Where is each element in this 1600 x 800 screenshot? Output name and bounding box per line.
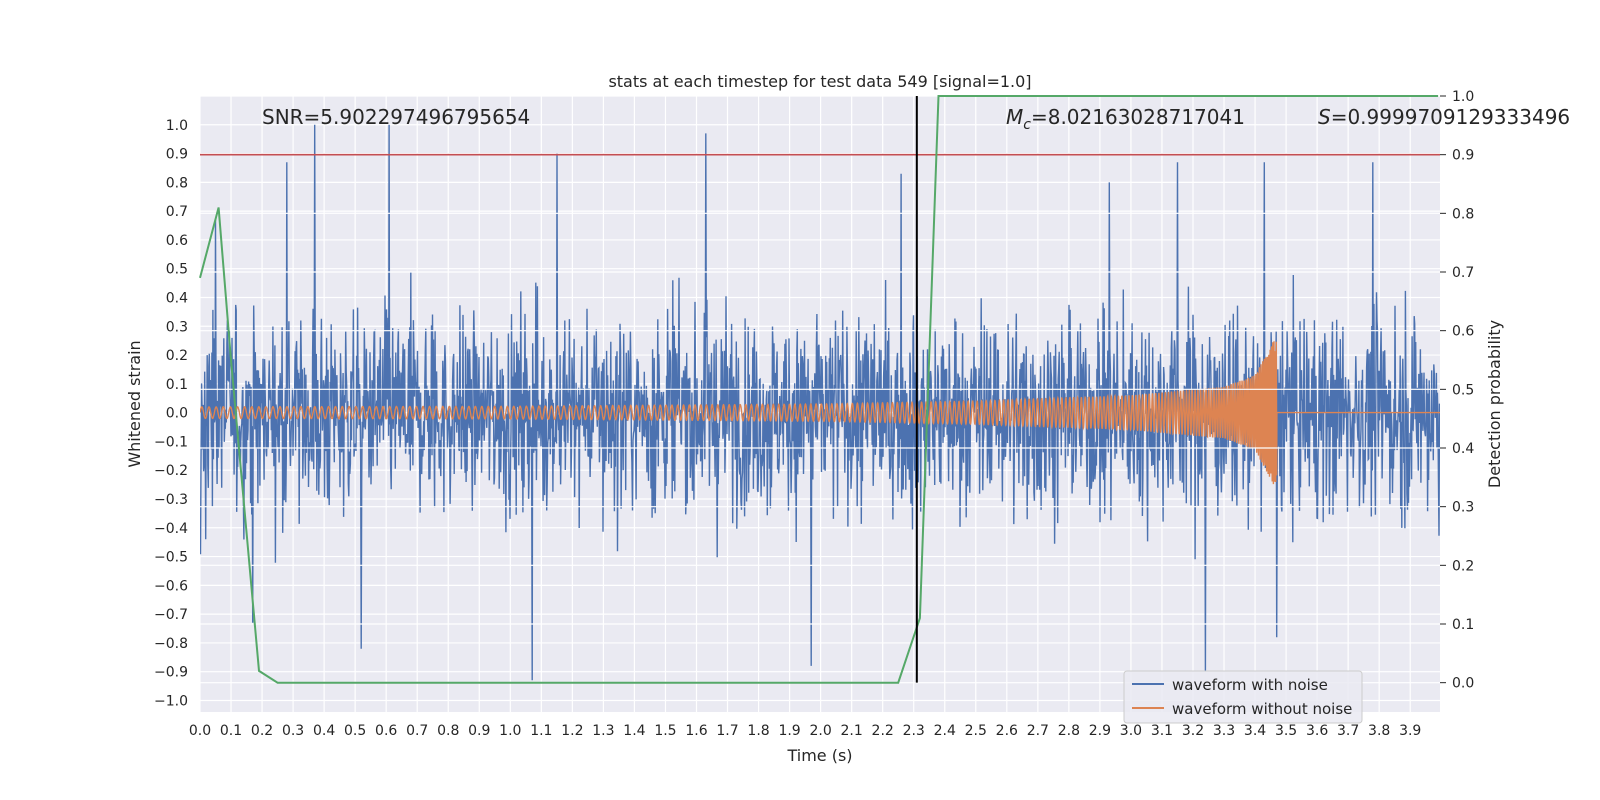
x-tick-label: 1.0 [499, 723, 521, 739]
legend-label-noisy: waveform with noise [1172, 676, 1328, 694]
x-tick-label: 3.9 [1399, 723, 1421, 739]
legend: waveform with noise waveform without noi… [1123, 670, 1363, 724]
x-tick-label: 2.1 [841, 723, 863, 739]
x-tick-label: 0.5 [344, 723, 366, 739]
x-tick-label: 0.7 [406, 723, 428, 739]
chart-title: stats at each timestep for test data 549… [608, 72, 1031, 91]
x-tick-label: 1.6 [685, 723, 707, 739]
x-tick-label: 2.3 [903, 723, 925, 739]
y2-axis-label: Detection probability [1485, 320, 1504, 488]
x-tick-label: 3.4 [1244, 723, 1266, 739]
y-tick-label: 0.4 [166, 290, 188, 306]
x-tick-label: 1.4 [623, 723, 645, 739]
x-tick-label: 2.5 [965, 723, 987, 739]
x-tick-label: 0.4 [313, 723, 335, 739]
y-tick-label: −0.7 [154, 607, 188, 623]
y-tick-label: −0.4 [154, 521, 188, 537]
x-tick-label: 0.6 [375, 723, 397, 739]
y-axis-label: Whitened strain [125, 340, 144, 467]
x-tick-label: 1.9 [778, 723, 800, 739]
x-tick-label: 3.8 [1368, 723, 1390, 739]
x-tick-label: 1.5 [654, 723, 676, 739]
x-tick-label: 3.3 [1213, 723, 1235, 739]
s-annotation: S=0.9999709129333496 [1318, 105, 1570, 129]
x-tick-label: 3.6 [1306, 723, 1328, 739]
mc-symbol: M [1006, 105, 1023, 129]
series-waveform-without-noise [200, 341, 1440, 485]
series-detection-probability [199, 95, 1439, 684]
x-tick-label: 0.2 [251, 723, 273, 739]
y-tick-label: −0.6 [154, 578, 188, 594]
y2-tick-label: 0.3 [1452, 500, 1474, 516]
x-tick-label: 2.0 [809, 723, 831, 739]
y-tick-label: −0.3 [154, 492, 188, 508]
x-tick-label: 2.2 [872, 723, 894, 739]
x-tick-label: 1.8 [747, 723, 769, 739]
y-tick-label: 0.6 [166, 233, 188, 249]
x-tick-label: 0.9 [468, 723, 490, 739]
y-tick-label: 0.0 [166, 406, 188, 422]
y-tick-label: −0.5 [154, 550, 188, 566]
x-tick-label: 2.6 [996, 723, 1018, 739]
x-tick-label: 3.1 [1151, 723, 1173, 739]
x-tick-label: 3.5 [1275, 723, 1297, 739]
y-tick-label: 0.2 [166, 348, 188, 364]
y-tick-label: 1.0 [166, 118, 188, 134]
y-tick-label: −0.2 [154, 463, 188, 479]
y2-tick-label: 0.1 [1452, 617, 1474, 633]
y-tick-label: −0.1 [154, 434, 188, 450]
s-value: =0.9999709129333496 [1331, 105, 1570, 129]
mc-value: =8.02163028717041 [1031, 105, 1245, 129]
y-tick-label: 0.5 [166, 262, 188, 278]
y-axis-ticks: 1.0 0.9 0.8 0.7 0.6 0.5 0.4 0.3 0.2 0.1 0.0 −0.1 −0.… [154, 118, 188, 710]
x-axis-ticks: 0.0 0.1 0.2 0.3 0.4 0.5 0.6 0.7 0.8 0.9 1.0 1.1 1.2 1… [189, 723, 1421, 739]
x-tick-label: 2.8 [1058, 723, 1080, 739]
series-waveform-with-noise [200, 124, 1440, 681]
y2-axis-ticks: 1.0 0.9 0.8 0.7 0.6 0.5 0.4 0.3 0.2 0.1 0.0 [1440, 89, 1474, 692]
y-tick-label: 0.3 [166, 319, 188, 335]
mc-subscript: c [1023, 117, 1031, 133]
y-tick-label: −0.9 [154, 665, 188, 681]
y2-tick-label: 0.0 [1452, 676, 1474, 692]
x-tick-label: 1.7 [716, 723, 738, 739]
y-tick-label: 0.8 [166, 175, 188, 191]
y2-tick-label: 1.0 [1452, 89, 1474, 105]
x-axis-label: Time (s) [786, 746, 852, 765]
legend-box [1123, 670, 1363, 724]
x-tick-label: 0.0 [189, 723, 211, 739]
y-tick-label: 0.7 [166, 204, 188, 220]
legend-label-clean: waveform without noise [1172, 700, 1352, 718]
x-tick-label: 1.2 [561, 723, 583, 739]
x-tick-label: 2.4 [934, 723, 956, 739]
x-tick-label: 2.7 [1027, 723, 1049, 739]
y2-tick-label: 0.5 [1452, 382, 1474, 398]
x-tick-label: 3.2 [1182, 723, 1204, 739]
y-tick-label: 0.1 [166, 377, 188, 393]
x-tick-label: 0.8 [437, 723, 459, 739]
snr-annotation: SNR=5.902297496795654 [262, 105, 530, 129]
y2-tick-label: 0.4 [1452, 441, 1474, 457]
x-tick-label: 0.1 [220, 723, 242, 739]
y2-tick-label: 0.6 [1452, 324, 1474, 340]
y-tick-label: −1.0 [154, 693, 188, 709]
x-tick-label: 0.3 [282, 723, 304, 739]
x-tick-label: 1.1 [530, 723, 552, 739]
s-symbol: S [1318, 105, 1331, 129]
x-tick-label: 3.7 [1337, 723, 1359, 739]
x-tick-label: 1.3 [592, 723, 614, 739]
y2-tick-label: 0.2 [1452, 558, 1474, 574]
mc-annotation: Mc=8.02163028717041 [1006, 105, 1245, 133]
y-tick-label: −0.8 [154, 636, 188, 652]
y2-tick-label: 0.9 [1452, 148, 1474, 164]
y2-tick-label: 0.7 [1452, 265, 1474, 281]
y2-tick-label: 0.8 [1452, 206, 1474, 222]
y-tick-label: 0.9 [166, 147, 188, 163]
x-tick-label: 3.0 [1120, 723, 1142, 739]
x-tick-label: 2.9 [1089, 723, 1111, 739]
